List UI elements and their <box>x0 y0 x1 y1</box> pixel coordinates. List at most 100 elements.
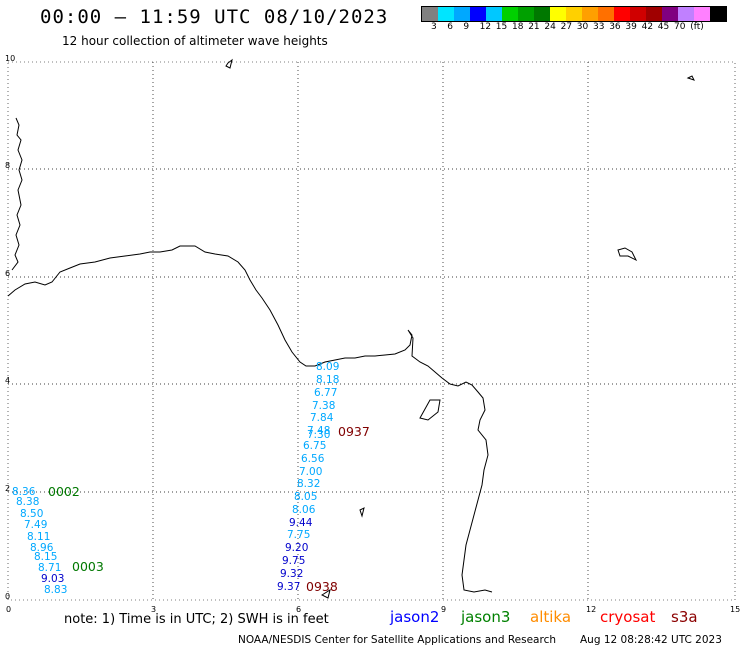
credit-text: NOAA/NESDIS Center for Satellite Applica… <box>238 634 556 646</box>
scale-swatch-11 <box>598 7 614 21</box>
color-scale-labels: 3 6 9 12 15 18 21 24 27 30 33 36 39 42 45 70 (ft) <box>421 22 740 34</box>
scale-label-4: 15 <box>495 22 508 32</box>
scale-swatch-3 <box>470 7 486 21</box>
map-subtitle: 12 hour collection of altimeter wave hei… <box>62 34 328 48</box>
axis-ticks: 0 3 6 9 12 15 0 2 4 6 8 10 <box>5 54 740 614</box>
y-tick-8: 8 <box>5 161 10 170</box>
x-tick-12: 12 <box>586 605 596 614</box>
swh-value-center-5: 7.48 <box>307 425 330 437</box>
scale-swatch-13 <box>630 7 646 21</box>
swh-value-west-4: 8.11 <box>27 531 50 543</box>
scale-label-10: 33 <box>593 22 605 32</box>
swh-value-center-12: 8.06 <box>292 504 316 516</box>
island-ne <box>686 75 695 81</box>
map-title: 00:00 – 11:59 UTC 08/10/2023 <box>40 6 389 28</box>
scale-swatch-10 <box>582 7 598 21</box>
legend-jason3: jason3 <box>461 608 511 626</box>
scale-label-9: 30 <box>576 22 589 32</box>
scale-swatch-6 <box>518 7 534 21</box>
grid-lines <box>8 62 735 600</box>
plot-frame <box>7 61 736 601</box>
swh-value-center-8: 6.56 <box>301 453 325 465</box>
island-sw <box>320 588 331 599</box>
swh-value-center-10: 8.32 <box>297 478 320 490</box>
island-right <box>617 247 638 262</box>
track-center-values: 8.098.186.777.387.847.487.306.756.567.00… <box>277 361 339 593</box>
swh-value-center-16: 9.75 <box>282 555 305 567</box>
swh-value-center-7: 6.75 <box>303 440 326 452</box>
y-tick-6: 6 <box>5 269 10 278</box>
swh-value-center-9: 7.00 <box>299 466 322 478</box>
time-label-0938: 0938 <box>306 579 338 594</box>
x-tick-9: 9 <box>441 605 446 614</box>
scale-label-5: 18 <box>512 22 524 32</box>
scale-swatch-9 <box>566 7 582 21</box>
scale-swatch-8 <box>550 7 566 21</box>
scale-swatch-1 <box>438 7 454 21</box>
scale-label-8: 27 <box>560 22 573 32</box>
scale-swatch-18 <box>710 7 726 21</box>
coastline-main <box>7 245 493 593</box>
y-tick-2: 2 <box>5 484 10 493</box>
scale-label-7: 24 <box>544 22 556 32</box>
x-tick-6: 6 <box>296 605 301 614</box>
coastline-west <box>11 117 23 271</box>
scale-swatch-14 <box>646 7 662 21</box>
scale-swatch-0 <box>422 7 438 21</box>
scale-label-2: 9 <box>463 22 470 32</box>
swh-value-west-5: 8.96 <box>30 542 54 554</box>
swh-value-west-3: 7.49 <box>24 519 47 531</box>
y-tick-10: 10 <box>5 54 15 63</box>
swh-value-center-3: 7.38 <box>312 400 335 412</box>
swh-value-center-1: 8.18 <box>316 374 339 386</box>
swh-value-center-13: 9.44 <box>289 517 313 529</box>
swh-value-center-18: 9.37 <box>277 581 300 593</box>
swh-value-west-2: 8.50 <box>20 508 43 520</box>
scale-label-1: 6 <box>447 22 453 32</box>
scale-label-11: 36 <box>609 22 621 32</box>
scale-label-0: 3 <box>431 22 437 32</box>
island-south <box>359 507 365 518</box>
swh-value-center-4: 7.84 <box>310 412 334 424</box>
swh-value-west-9: 8.83 <box>44 584 67 596</box>
swh-value-center-17: 9.32 <box>280 568 303 580</box>
scale-swatch-17 <box>694 7 710 21</box>
scale-swatch-4 <box>486 7 502 21</box>
time-labels: 0937 0938 0002 0003 <box>48 424 370 594</box>
swh-value-center-11: 8.05 <box>294 491 317 503</box>
scale-label-16: (ft) <box>690 22 704 32</box>
legend-altika: altika <box>530 608 572 626</box>
time-label-0003: 0003 <box>72 559 104 574</box>
swh-value-west-7: 8.71 <box>38 562 61 574</box>
footer-note: note: 1) Time is in UTC; 2) SWH is in fe… <box>64 612 329 627</box>
scale-swatch-15 <box>662 7 678 21</box>
timestamp-text: Aug 12 08:28:42 UTC 2023 <box>580 634 722 646</box>
legend-cryosat: cryosat <box>600 608 656 626</box>
x-tick-15: 15 <box>730 605 740 614</box>
swh-value-west-8: 9.03 <box>41 573 64 585</box>
scale-swatch-2 <box>454 7 470 21</box>
scale-label-15: 70 <box>674 22 686 32</box>
swh-value-center-6: 7.30 <box>307 429 330 441</box>
x-tick-0: 0 <box>6 605 11 614</box>
swh-value-center-0: 8.09 <box>316 361 339 373</box>
island-east <box>419 399 441 421</box>
swh-value-west-1: 8.38 <box>16 496 39 508</box>
time-label-0002: 0002 <box>48 484 80 499</box>
swh-value-center-14: 7.75 <box>287 529 310 541</box>
swh-value-center-2: 6.77 <box>314 387 337 399</box>
track-west-values: 8.368.388.507.498.118.968.158.719.038.83 <box>12 486 67 596</box>
scale-swatch-12 <box>614 7 630 21</box>
swh-value-center-15: 9.20 <box>285 542 308 554</box>
swh-value-west-6: 8.15 <box>34 551 57 563</box>
y-tick-0: 0 <box>5 592 10 601</box>
legend-jason2: jason2 <box>390 608 440 626</box>
scale-label-12: 39 <box>625 22 637 32</box>
color-scale-bar <box>421 6 727 22</box>
legend-s3a: s3a <box>671 608 698 626</box>
scale-label-14: 45 <box>657 22 670 32</box>
scale-swatch-7 <box>534 7 550 21</box>
x-tick-3: 3 <box>151 605 156 614</box>
